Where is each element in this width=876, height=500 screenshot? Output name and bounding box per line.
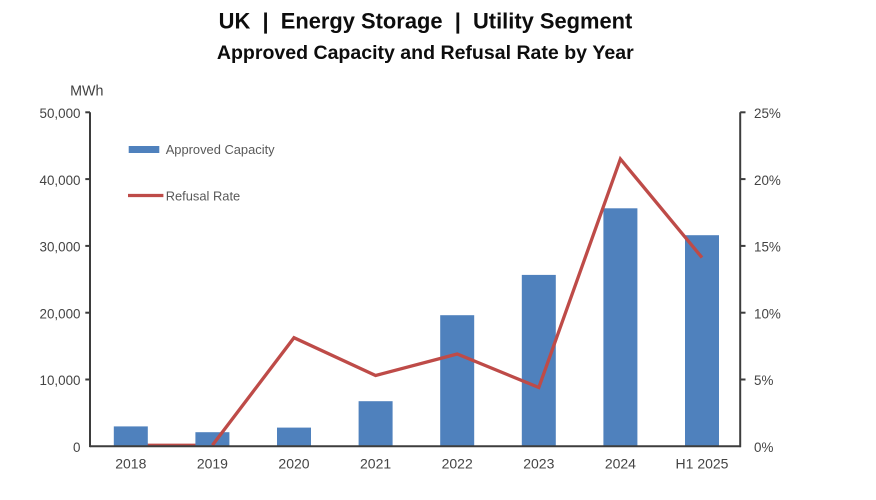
svg-text:Approved Capacity: Approved Capacity — [166, 142, 275, 157]
svg-text:0%: 0% — [754, 440, 773, 455]
svg-text:2019: 2019 — [197, 456, 228, 472]
svg-text:50,000: 50,000 — [40, 106, 81, 121]
svg-text:15%: 15% — [754, 240, 781, 255]
svg-text:2020: 2020 — [278, 456, 309, 472]
svg-text:40,000: 40,000 — [40, 173, 81, 188]
svg-text:2023: 2023 — [523, 456, 554, 472]
svg-text:10,000: 10,000 — [40, 373, 81, 388]
svg-text:10%: 10% — [754, 306, 781, 321]
svg-text:20%: 20% — [754, 173, 781, 188]
svg-text:25%: 25% — [754, 106, 781, 121]
svg-text:2024: 2024 — [605, 456, 636, 472]
svg-text:Refusal Rate: Refusal Rate — [166, 188, 241, 203]
svg-text:5%: 5% — [754, 373, 773, 388]
svg-text:2018: 2018 — [115, 456, 146, 472]
svg-text:30,000: 30,000 — [40, 240, 81, 255]
svg-text:UK | Energy Storage | Util: UK | Energy Storage | Utility Segment — [219, 8, 633, 33]
svg-text:Approved Capacity and Refusal: Approved Capacity and Refusal Rate by Ye… — [217, 42, 634, 64]
svg-text:20,000: 20,000 — [40, 306, 81, 321]
svg-text:2021: 2021 — [360, 456, 391, 472]
svg-text:MWh: MWh — [70, 84, 103, 100]
svg-text:0: 0 — [73, 440, 80, 455]
svg-text:2022: 2022 — [442, 456, 473, 472]
svg-text:H1 2025: H1 2025 — [676, 456, 729, 472]
